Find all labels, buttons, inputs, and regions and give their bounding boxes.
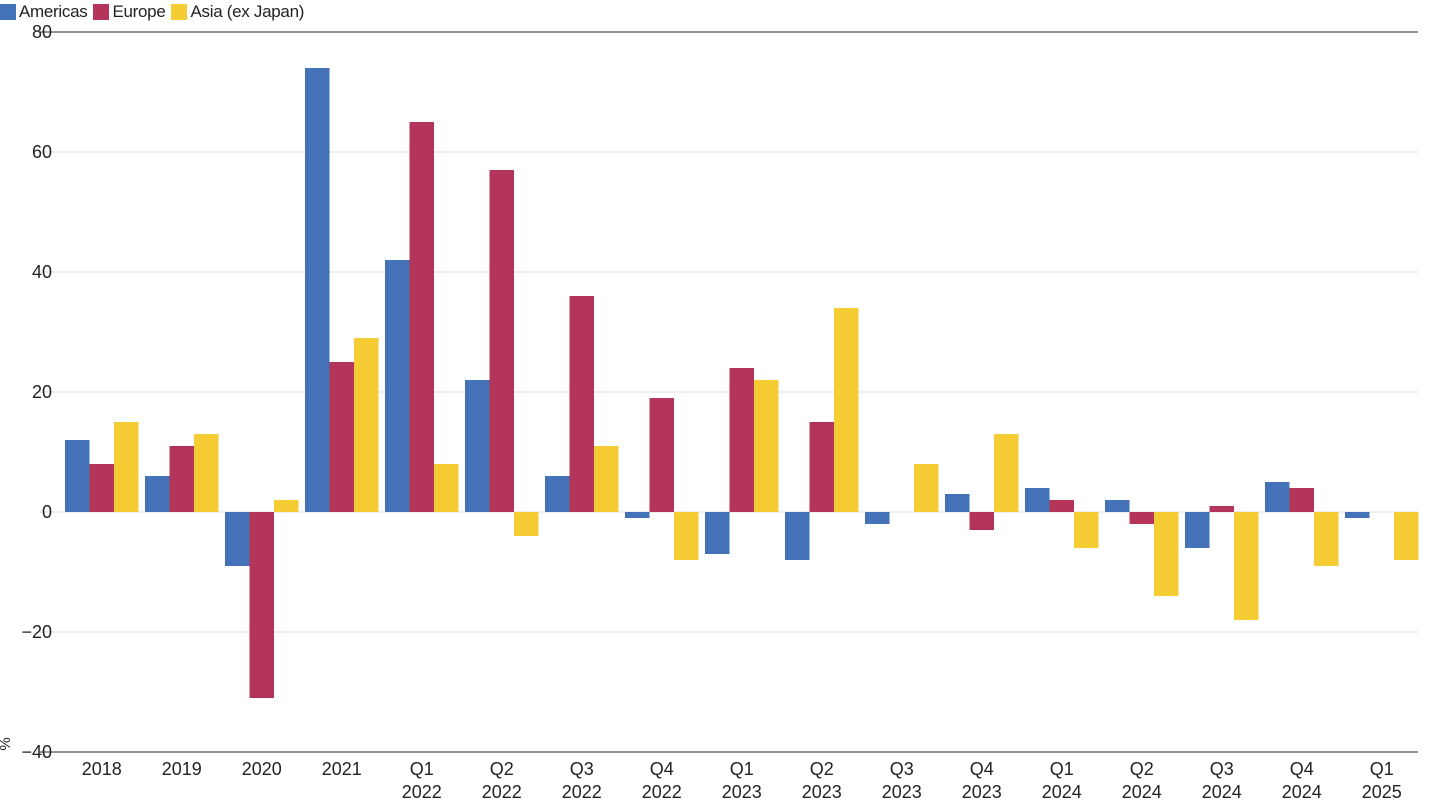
x-tick-label: 2024 [1042, 782, 1082, 802]
legend-label-europe: Europe [112, 2, 166, 21]
bar-americas [1185, 512, 1210, 548]
bar-asia-ex-japan [1394, 512, 1419, 560]
x-tick-label: 2025 [1362, 782, 1402, 802]
bar-europe [809, 422, 834, 512]
bar-americas [1105, 500, 1130, 512]
bar-americas [225, 512, 250, 566]
bar-asia-ex-japan [1234, 512, 1259, 620]
legend-item-americas: Americas [0, 2, 88, 22]
bar-europe [569, 296, 594, 512]
bar-americas [465, 380, 490, 512]
bar-europe [89, 464, 114, 512]
x-tick-label: 2020 [242, 759, 282, 779]
x-tick-label: Q1 [1050, 759, 1074, 779]
bar-americas [1265, 482, 1290, 512]
x-tick-label: Q4 [650, 759, 674, 779]
bar-europe [649, 398, 674, 512]
bar-europe [409, 122, 434, 512]
x-tick-label: Q2 [1130, 759, 1154, 779]
y-tick-label: 80 [32, 22, 52, 42]
legend-swatch-americas [0, 4, 16, 20]
bar-asia-ex-japan [834, 308, 859, 512]
bar-europe [329, 362, 354, 512]
bar-asia-ex-japan [354, 338, 379, 512]
bar-asia-ex-japan [754, 380, 779, 512]
y-tick-label: −40 [21, 742, 52, 762]
bar-asia-ex-japan [1074, 512, 1099, 548]
bar-americas [385, 260, 410, 512]
legend-swatch-europe [93, 4, 110, 20]
legend-item-asia: Asia (ex Japan) [171, 2, 304, 22]
x-tick-label: Q3 [570, 759, 594, 779]
x-tick-label: 2022 [562, 782, 602, 802]
x-tick-label: Q2 [490, 759, 514, 779]
x-tick-label: 2023 [802, 782, 842, 802]
bar-asia-ex-japan [674, 512, 699, 560]
x-tick-label: Q4 [1290, 759, 1314, 779]
bar-asia-ex-japan [434, 464, 459, 512]
bar-americas [145, 476, 170, 512]
x-tick-label: 2023 [962, 782, 1002, 802]
bar-americas [65, 440, 90, 512]
bar-asia-ex-japan [114, 422, 139, 512]
x-tick-label: 2022 [482, 782, 522, 802]
x-tick-label: Q3 [1210, 759, 1234, 779]
x-tick-label: 2023 [882, 782, 922, 802]
y-tick-label: −20 [21, 622, 52, 642]
bar-europe [249, 512, 274, 698]
bar-europe [1209, 506, 1234, 512]
bar-asia-ex-japan [1154, 512, 1179, 596]
bar-europe [1129, 512, 1154, 524]
x-tick-label: Q3 [890, 759, 914, 779]
bar-americas [625, 512, 650, 518]
bar-americas [945, 494, 970, 512]
x-tick-label: Q1 [410, 759, 434, 779]
bar-americas [545, 476, 570, 512]
y-axis-label: % [0, 737, 14, 750]
bar-europe [169, 446, 194, 512]
bar-asia-ex-japan [994, 434, 1019, 512]
x-tick-label: Q4 [970, 759, 994, 779]
y-tick-label: 20 [32, 382, 52, 402]
y-tick-label: 60 [32, 142, 52, 162]
y-tick-label: 40 [32, 262, 52, 282]
legend-label-americas: Americas [19, 2, 88, 21]
bar-americas [705, 512, 730, 554]
x-tick-label: Q1 [1370, 759, 1394, 779]
x-tick-label: 2018 [82, 759, 122, 779]
bar-europe [729, 368, 754, 512]
bar-asia-ex-japan [914, 464, 939, 512]
bar-americas [305, 68, 330, 512]
x-tick-label: 2024 [1202, 782, 1242, 802]
bar-europe [489, 170, 514, 512]
bar-americas [1345, 512, 1370, 518]
x-tick-label: 2024 [1282, 782, 1322, 802]
bar-asia-ex-japan [1314, 512, 1339, 566]
bar-asia-ex-japan [514, 512, 539, 536]
x-tick-label: Q1 [730, 759, 754, 779]
legend-item-europe: Europe [93, 2, 166, 22]
x-tick-label: 2023 [722, 782, 762, 802]
bar-americas [785, 512, 810, 560]
bar-asia-ex-japan [594, 446, 619, 512]
x-tick-label: 2019 [162, 759, 202, 779]
bar-europe [969, 512, 994, 530]
x-tick-label: Q2 [810, 759, 834, 779]
bar-americas [1025, 488, 1050, 512]
x-tick-label: 2024 [1122, 782, 1162, 802]
bar-europe [1289, 488, 1314, 512]
y-tick-label: 0 [42, 502, 52, 522]
bar-europe [1049, 500, 1074, 512]
bar-americas [865, 512, 890, 524]
legend-label-asia: Asia (ex Japan) [190, 2, 305, 21]
legend-swatch-asia [171, 4, 188, 20]
x-tick-label: 2022 [402, 782, 442, 802]
x-tick-label: 2022 [642, 782, 682, 802]
chart-legend: Americas Europe Asia (ex Japan) [0, 0, 310, 24]
x-tick-label: 2021 [322, 759, 362, 779]
bar-asia-ex-japan [274, 500, 299, 512]
bar-asia-ex-japan [194, 434, 219, 512]
